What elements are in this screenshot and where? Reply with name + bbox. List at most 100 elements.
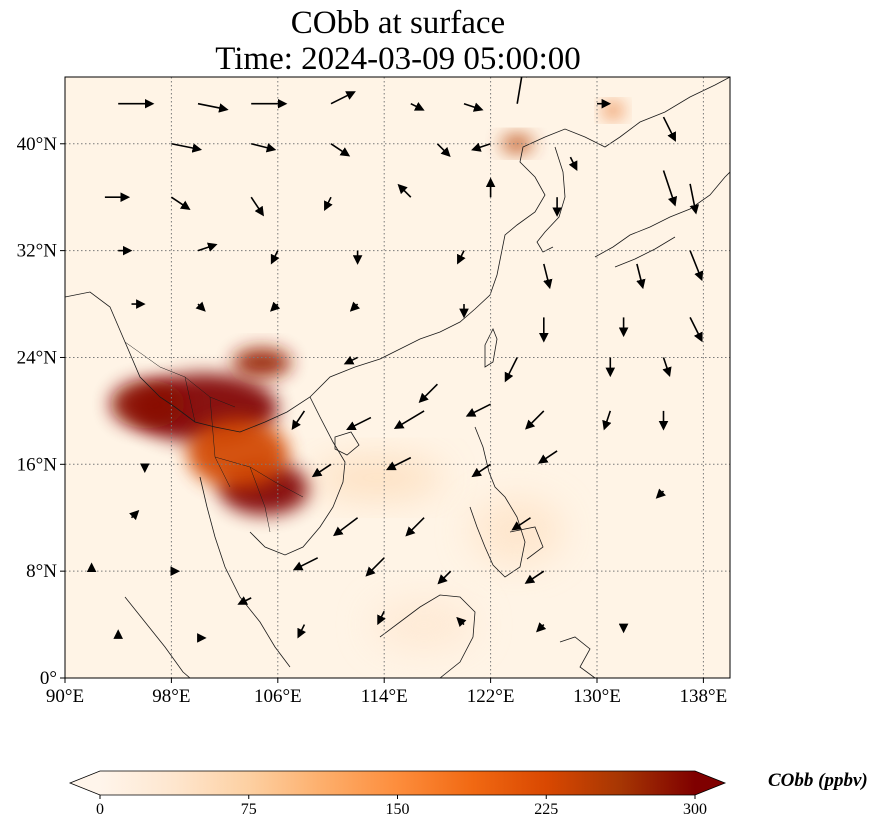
colorbar-tick-label: 300	[683, 801, 707, 818]
wind-arrow	[349, 301, 361, 312]
wind-arrow	[636, 263, 646, 290]
wind-arrow	[537, 450, 558, 464]
wind-arrow	[662, 357, 672, 378]
coastline-borneo	[379, 594, 476, 678]
thailand-plume	[187, 418, 289, 489]
coastline-hainan	[334, 431, 360, 456]
wind-arrow	[324, 196, 333, 212]
myanmar-plume	[110, 380, 185, 429]
wind-arrow	[397, 183, 412, 198]
wind-arrow	[662, 116, 676, 142]
lon-tick-label: 98°E	[152, 686, 190, 707]
wind-arrow	[536, 622, 547, 633]
coastline-philippines	[469, 426, 544, 578]
wind-arrow	[250, 196, 264, 217]
lat-tick-label: 24°N	[17, 347, 58, 368]
wind-arrow	[436, 143, 451, 158]
map-border	[64, 76, 731, 679]
scs-haze	[311, 457, 445, 498]
wind-arrow	[292, 557, 319, 571]
coastline-japan	[594, 171, 730, 268]
wind-arrow	[543, 263, 553, 290]
colorbar-tick-label: 0	[96, 801, 104, 818]
concentration-layer	[110, 103, 623, 652]
wind-arrow	[129, 509, 140, 521]
wind-arrow	[291, 410, 306, 431]
colorbar-gradient	[100, 771, 695, 795]
axis-ticks: 90°E 98°E 106°E 114°E 122°E 130°E 138°E 0° 8°N 16…	[17, 134, 728, 707]
wind-arrow	[377, 610, 386, 626]
wind-arrow	[365, 557, 385, 577]
wind-arrow	[511, 517, 531, 531]
wind-arrow	[197, 102, 229, 113]
coastline-sumatra	[124, 596, 191, 678]
wind-arrow	[504, 357, 518, 383]
wind-arrow	[170, 196, 191, 210]
coastline-vietnam	[249, 396, 346, 556]
map-panel: 90°E 98°E 106°E 114°E 122°E 130°E 138°E 0° 8°N 16…	[17, 76, 731, 707]
wind-arrow	[463, 102, 484, 112]
lat-tick-label: 40°N	[17, 134, 58, 155]
wind-arrow	[525, 410, 545, 430]
wind-vectors	[86, 77, 704, 643]
map-canvas: 90°E 98°E 106°E 114°E 122°E 130°E 138°E 0° 8°N 16…	[17, 76, 731, 707]
map-title: CObb at surface	[290, 5, 506, 41]
borneo-haze	[370, 597, 478, 652]
wind-arrow	[471, 142, 491, 152]
lat-tick-label: 8°N	[26, 561, 57, 582]
wind-arrow	[655, 488, 666, 499]
lon-tick-label: 138°E	[680, 686, 728, 707]
lat-tick-label: 0°	[40, 668, 57, 689]
wind-arrow	[270, 250, 280, 265]
wind-arrow	[251, 143, 277, 153]
wind-arrow	[405, 517, 425, 537]
coastline-taiwan	[484, 328, 498, 368]
colorbar-ticks: 0 75 150 225 300	[96, 795, 707, 818]
wind-arrow	[689, 317, 703, 343]
wind-arrow	[471, 463, 492, 478]
colorbar-title: CObb (ppbv)	[768, 770, 868, 791]
wind-arrow	[516, 77, 527, 104]
wind-arrow	[311, 463, 332, 478]
lat-tick-label: 32°N	[17, 241, 58, 262]
wind-arrow	[297, 624, 307, 639]
wind-arrow	[689, 250, 704, 282]
wind-arrow	[333, 517, 359, 537]
wind-arrow	[197, 242, 218, 252]
wind-arrow	[346, 416, 372, 430]
wind-arrow	[418, 383, 438, 403]
wind-arrow	[457, 250, 466, 265]
coastline-mainland	[65, 77, 730, 433]
colorbar-tick-label: 75	[241, 801, 257, 818]
lon-tick-label: 106°E	[254, 686, 302, 707]
coastline-sulawesi	[559, 636, 596, 678]
colorbar: 0 75 150 225 300	[68, 770, 727, 818]
map-time-label: Time: 2024-03-09 05:00:00	[215, 41, 581, 77]
wind-arrow	[689, 183, 700, 215]
wind-arrow	[330, 91, 356, 105]
wind-arrow	[171, 142, 203, 153]
wind-arrow	[662, 170, 678, 207]
vladivostok-plume	[603, 103, 623, 118]
wind-arrow	[437, 570, 452, 585]
colorbar-tick-label: 225	[534, 801, 558, 818]
wind-arrow	[270, 301, 281, 312]
wind-arrow	[330, 143, 351, 157]
wind-arrow	[410, 102, 425, 111]
colorbar-right-extension	[695, 771, 725, 795]
wind-arrow	[393, 410, 425, 430]
map-background	[65, 77, 730, 678]
wind-arrow	[465, 403, 491, 417]
wind-arrow	[385, 456, 412, 471]
lon-tick-label: 130°E	[573, 686, 621, 707]
border-lines	[124, 341, 304, 533]
philippine-haze	[470, 497, 564, 565]
lon-tick-label: 114°E	[361, 686, 408, 707]
lon-tick-label: 122°E	[467, 686, 515, 707]
colorbar-tick-label: 150	[386, 801, 410, 818]
wind-arrow	[524, 570, 545, 584]
wind-arrow	[195, 301, 206, 312]
wind-arrow	[568, 156, 578, 171]
wind-arrow	[602, 410, 612, 431]
colorbar-left-extension	[70, 771, 100, 795]
